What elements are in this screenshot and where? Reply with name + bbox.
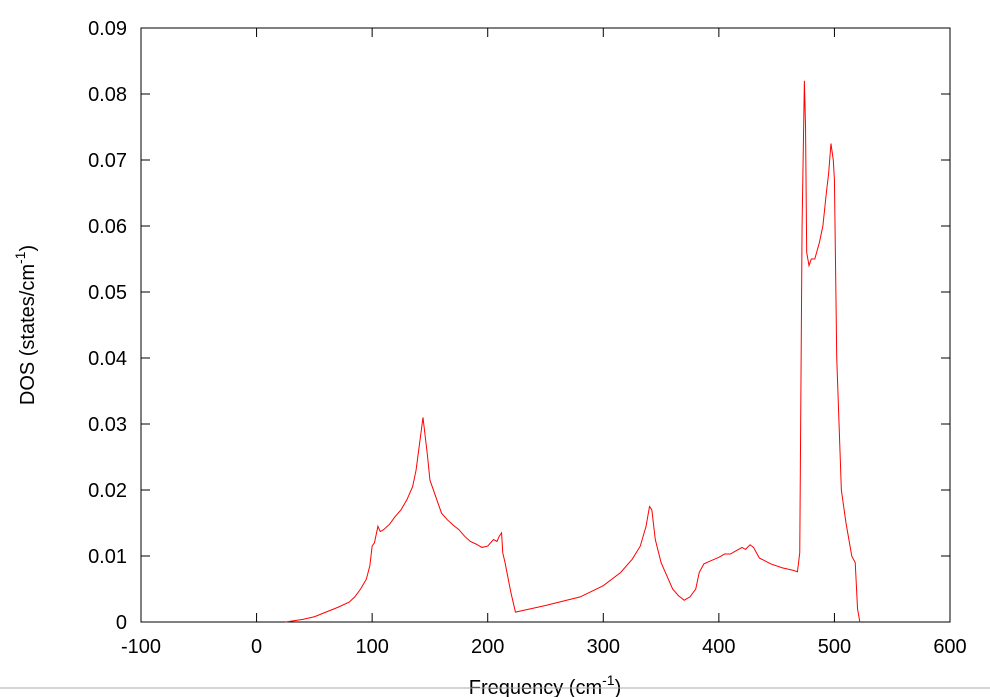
plot-frame xyxy=(140,27,951,623)
y-label-tail: ) xyxy=(17,245,39,252)
x-tick-label: 300 xyxy=(587,636,620,658)
y-tick-label: 0.03 xyxy=(88,414,127,436)
x-tick-label: 400 xyxy=(702,636,735,658)
y-tick-label: 0.07 xyxy=(88,150,127,172)
x-tick-label: -100 xyxy=(121,636,161,658)
y-axis-label: DOS (states/cm-1) xyxy=(12,245,39,405)
x-label-sup: -1 xyxy=(602,672,615,688)
x-tick-label: 500 xyxy=(818,636,851,658)
y-tick-label: 0.09 xyxy=(88,18,127,40)
x-label-text: Frequency (cm xyxy=(469,677,602,697)
y-label-text: DOS (states/cm xyxy=(17,264,39,405)
y-tick-label: 0.04 xyxy=(88,348,127,370)
x-tick-label: 200 xyxy=(471,636,504,658)
data-line xyxy=(285,80,861,623)
y-label-sup: -1 xyxy=(12,251,28,264)
y-tick-label: 0.05 xyxy=(88,282,127,304)
y-tick-label: 0.06 xyxy=(88,216,127,238)
x-label-tail: ) xyxy=(615,677,622,697)
y-tick-label: 0 xyxy=(116,612,127,634)
x-axis-label: Frequency (cm-1) xyxy=(469,672,622,697)
y-tick-label: 0.08 xyxy=(88,84,127,106)
x-tick-label: 0 xyxy=(251,636,262,658)
x-tick-label: 600 xyxy=(933,636,966,658)
y-tick-label: 0.02 xyxy=(88,480,127,502)
x-tick-label: 100 xyxy=(355,636,388,658)
y-tick-label: 0.01 xyxy=(88,546,127,568)
